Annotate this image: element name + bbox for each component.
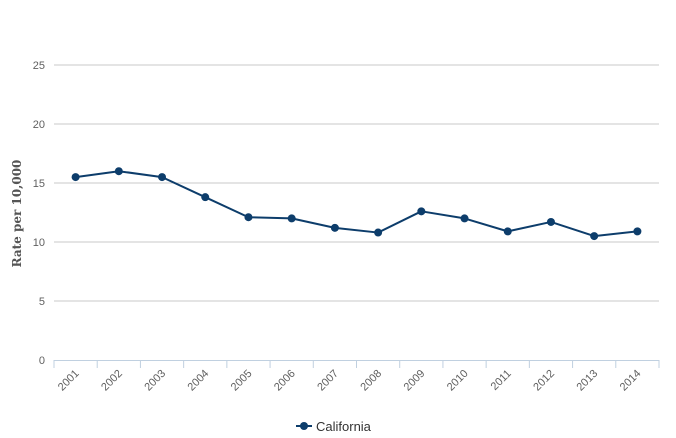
x-tick-label: 2008 <box>358 368 384 394</box>
legend[interactable]: California <box>296 419 372 434</box>
x-axis: 2001 2002 2003 2004 2005 2006 2007 2008 2009 2010… <box>53 360 660 394</box>
data-point[interactable] <box>503 227 512 236</box>
x-tick-label: 2013 <box>575 368 601 394</box>
data-point[interactable] <box>590 232 599 241</box>
data-point[interactable] <box>114 167 123 176</box>
x-tick-label: 2005 <box>229 368 255 394</box>
x-tick-label: 2007 <box>315 368 341 394</box>
y-tick-label: 0 <box>39 355 45 367</box>
data-point[interactable] <box>201 193 210 202</box>
data-point[interactable] <box>158 173 167 182</box>
data-point[interactable] <box>460 214 469 223</box>
series-layer <box>71 167 642 241</box>
x-tick-label: 2002 <box>99 368 125 394</box>
x-tick-label: 2010 <box>445 368 471 394</box>
x-tick-label: 2003 <box>142 368 168 394</box>
series-line-california <box>74 170 639 238</box>
y-axis: 0 5 10 15 20 25 <box>33 60 45 367</box>
data-point[interactable] <box>244 213 253 222</box>
x-tick-label: 2004 <box>186 368 212 394</box>
x-tick-label: 2006 <box>272 368 298 394</box>
data-point[interactable] <box>330 223 339 232</box>
x-tick-label: 2001 <box>56 368 82 394</box>
data-point[interactable] <box>633 227 642 236</box>
data-point[interactable] <box>417 207 426 216</box>
y-tick-label: 15 <box>33 178 45 190</box>
grid-lines <box>54 64 659 302</box>
data-point[interactable] <box>71 173 80 182</box>
x-tick-label: 2012 <box>531 368 557 394</box>
y-tick-label: 20 <box>33 119 45 131</box>
x-tick-label: 2014 <box>618 368 644 394</box>
legend-marker <box>300 422 308 430</box>
x-tick-label: 2009 <box>402 368 428 394</box>
data-point[interactable] <box>374 228 383 237</box>
legend-label-california[interactable]: California <box>316 419 372 434</box>
y-axis-title: Rate per 10,000 <box>10 160 24 268</box>
y-tick-label: 25 <box>33 60 45 72</box>
y-tick-label: 5 <box>39 296 45 308</box>
x-tick-label: 2011 <box>489 368 514 393</box>
data-point[interactable] <box>546 217 555 226</box>
data-point[interactable] <box>287 214 296 223</box>
y-tick-label: 10 <box>33 237 45 249</box>
